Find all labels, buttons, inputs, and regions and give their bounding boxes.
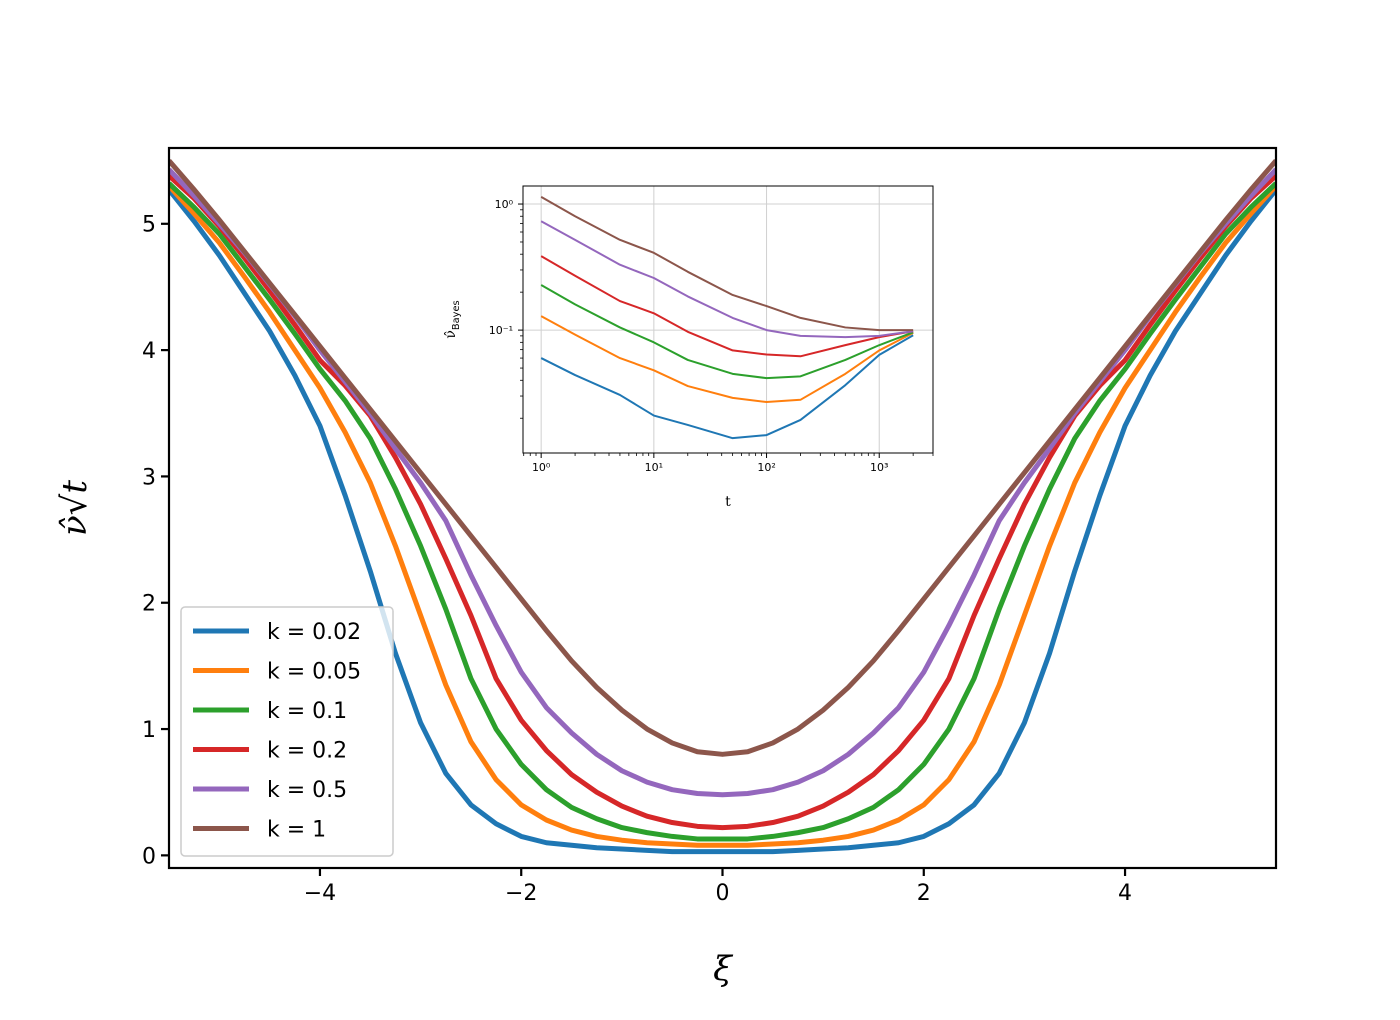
y-axis-label: ν̂Bayes bbox=[443, 300, 462, 338]
x-tick-label: 2 bbox=[917, 881, 931, 906]
series-line bbox=[540, 195, 914, 332]
legend-label: k = 0.1 bbox=[267, 699, 347, 724]
series-line bbox=[540, 284, 914, 380]
y-axis-label-main: ν̂ bbox=[443, 330, 459, 339]
legend-label: k = 0.05 bbox=[267, 660, 361, 685]
legend-label: k = 0.02 bbox=[267, 620, 361, 645]
x-tick-label: −4 bbox=[304, 881, 336, 906]
legend-label: k = 1 bbox=[267, 818, 326, 843]
x-tick-label: 10² bbox=[757, 461, 775, 474]
series-line bbox=[169, 158, 1276, 757]
series-line bbox=[169, 184, 1276, 848]
x-tick-label: 10³ bbox=[870, 461, 888, 474]
y-tick-label: 4 bbox=[142, 339, 156, 364]
plot-area bbox=[523, 186, 933, 453]
y-tick-label: 5 bbox=[142, 213, 156, 238]
legend-label: k = 0.5 bbox=[267, 778, 347, 803]
x-axis-label: ξ bbox=[713, 949, 734, 989]
x-tick-label: −2 bbox=[505, 881, 537, 906]
x-tick-label: 4 bbox=[1118, 881, 1132, 906]
series-line bbox=[169, 181, 1276, 842]
y-tick-label: 3 bbox=[142, 465, 156, 490]
series-line bbox=[540, 255, 914, 358]
y-axis-label: ν̂√t bbox=[55, 480, 95, 536]
y-tick-label: 2 bbox=[142, 592, 156, 617]
x-tick-label: 10⁰ bbox=[532, 461, 551, 474]
x-axis-label: t bbox=[725, 494, 731, 510]
series-line bbox=[540, 315, 914, 404]
y-axis-label-sub: Bayes bbox=[451, 300, 462, 330]
x-tick-label: 10¹ bbox=[645, 461, 663, 474]
axes-frame bbox=[522, 185, 934, 454]
series-line bbox=[169, 188, 1276, 855]
y-tick-label: 10⁻¹ bbox=[489, 324, 513, 337]
series-line bbox=[540, 334, 914, 440]
y-tick-label: 0 bbox=[142, 844, 156, 869]
x-tick-label: 0 bbox=[716, 881, 730, 906]
y-tick-label: 10⁰ bbox=[495, 198, 514, 211]
y-tick-label: 1 bbox=[142, 718, 156, 743]
series-line bbox=[540, 220, 914, 339]
axes: 10⁰ 10¹ 10² 10³ 10⁰ 10⁻¹ t ν̂Bayes bbox=[443, 185, 934, 510]
legend-label: k = 0.2 bbox=[267, 739, 347, 764]
